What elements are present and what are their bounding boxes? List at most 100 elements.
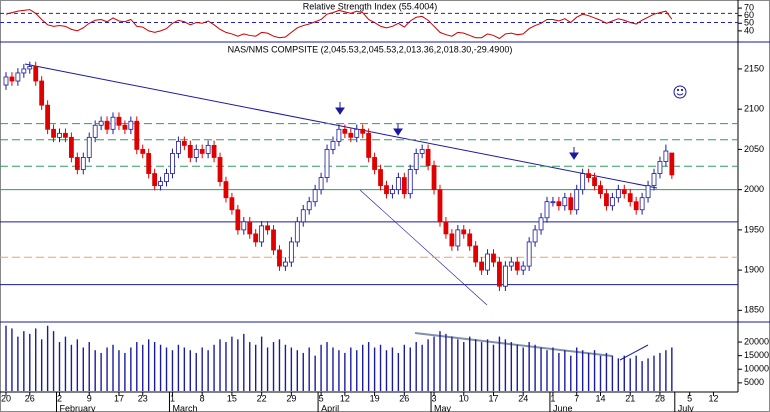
candle-body [360, 128, 366, 134]
price-title: NAS/NMS COMPSITE (2,045.53,2,045.53,2,01… [228, 44, 513, 54]
candle-body [193, 149, 199, 158]
y-tick-label: 60 [744, 10, 754, 20]
y-tick-label: 1900 [744, 264, 764, 274]
candle-body [110, 116, 116, 130]
candle-body [443, 221, 449, 235]
candle-body [116, 116, 122, 126]
y-tick-label: 2100 [744, 104, 764, 114]
x-tick-label: 20 [1, 393, 11, 403]
candle-body [128, 120, 134, 130]
candle-body [253, 233, 259, 243]
candle-body [51, 128, 56, 138]
candle-body [170, 153, 175, 174]
candle-body [502, 265, 508, 287]
x-tick-label: 1 [170, 393, 175, 403]
candle-body [574, 189, 580, 211]
candle-body [259, 225, 265, 243]
candle-body [532, 229, 538, 243]
candle-body [407, 169, 413, 195]
candle-body [324, 149, 330, 178]
candle-body [425, 149, 431, 166]
candle-body [134, 120, 140, 150]
y-tick-label: 70 [744, 2, 754, 12]
y-tick-label: 2000 [744, 184, 764, 194]
candle-body [669, 152, 675, 176]
candle-body [277, 249, 282, 267]
x-tick-label: 26 [399, 393, 409, 403]
candle-body [241, 221, 247, 231]
candle-body [187, 144, 193, 158]
candle-body [336, 128, 342, 142]
candle-body [235, 209, 241, 231]
y-tick-label: 2150 [744, 63, 764, 73]
x-tick-label: 10 [459, 393, 469, 403]
candle-body [3, 76, 9, 86]
x-tick-label: 23 [138, 393, 148, 403]
month-label: April [321, 403, 339, 412]
y-tick-label: 5000 [744, 377, 764, 387]
candle-body [271, 229, 276, 251]
candle-body [306, 201, 312, 211]
candle-body [598, 185, 603, 195]
y-tick-label: 10000 [744, 364, 769, 374]
candle-body [586, 173, 592, 178]
candle-body [223, 181, 229, 199]
candle-body [265, 225, 270, 231]
month-label: June [553, 403, 573, 412]
candle-body [645, 185, 651, 199]
y-tick-label: 20000 [744, 336, 769, 346]
candle-body [580, 173, 586, 191]
candle-body [627, 193, 633, 203]
x-tick-label: 29 [286, 393, 296, 403]
candle-body [294, 221, 300, 243]
x-tick-label: 1 [550, 393, 555, 403]
x-tick-label: 24 [518, 393, 528, 403]
x-tick-label: 5 [687, 393, 692, 403]
candle-body [604, 193, 609, 207]
candle-body [479, 261, 485, 271]
y-tick-label: 40 [744, 25, 754, 35]
trend-line [359, 189, 488, 306]
candle-body [390, 189, 395, 195]
y-tick-label: 1950 [744, 224, 764, 234]
candle-body [9, 76, 15, 82]
candle-body [45, 104, 51, 130]
candle-body [74, 157, 80, 170]
candle-body [455, 229, 461, 247]
candle-body [449, 233, 455, 247]
candle-body [639, 197, 645, 211]
candle-body [615, 189, 621, 199]
candle-body [491, 253, 496, 263]
candle-body [152, 173, 158, 187]
candle-body [199, 149, 205, 154]
y-tick-label: 15000 [744, 350, 769, 360]
x-tick-label: 12 [708, 393, 718, 403]
candle-body [211, 144, 217, 158]
x-tick-label: 21 [625, 393, 635, 403]
candle-body [437, 189, 443, 223]
candle-body [473, 245, 479, 263]
candle-body [63, 132, 68, 138]
x-tick-label: 15 [227, 393, 237, 403]
candle-body [283, 261, 288, 267]
x-tick-label: 2 [57, 393, 62, 403]
candle-body [229, 197, 235, 211]
x-tick-label: 28 [655, 393, 665, 403]
candle-body [348, 132, 354, 138]
candle-body [413, 153, 419, 170]
x-tick-label: 7 [574, 393, 579, 403]
candle-body [378, 169, 383, 187]
candle-body [562, 197, 568, 207]
candle-body [485, 253, 490, 271]
candle-body [21, 68, 27, 74]
candle-body [556, 201, 562, 207]
candle-body [508, 261, 514, 267]
x-tick-label: 9 [87, 393, 92, 403]
month-label: May [434, 403, 452, 412]
candle-body [657, 161, 663, 174]
candle-body [86, 136, 92, 158]
candle-body [288, 241, 294, 263]
month-label: February [60, 403, 97, 412]
